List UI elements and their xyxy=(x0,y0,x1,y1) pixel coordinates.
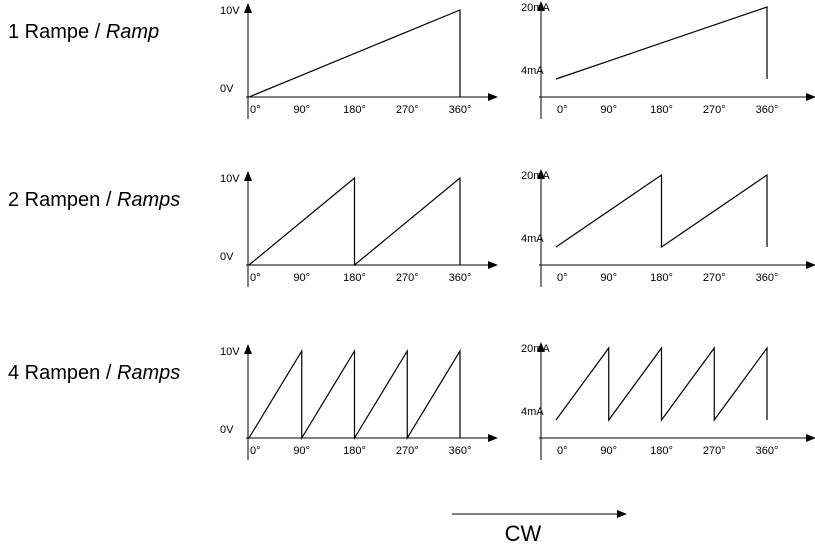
ramp-waveform xyxy=(555,346,768,422)
row-label-italic: Ramps xyxy=(117,362,180,384)
x-tick-label: 360° xyxy=(449,104,472,116)
x-tick-label: 0° xyxy=(250,445,261,457)
x-tick-label: 270° xyxy=(396,445,419,457)
x-tick-label: 180° xyxy=(650,445,673,457)
y-high-label: 10V xyxy=(220,173,240,185)
voltage-panel: 10V 0V 0° 90° 180° 270° 360° xyxy=(220,344,498,460)
row-label: 2 Rampen / Ramps xyxy=(8,189,180,211)
x-tick-label: 360° xyxy=(449,445,472,457)
x-tick-label: 270° xyxy=(396,104,419,116)
x-tick-label: 180° xyxy=(343,445,366,457)
x-tick-label: 180° xyxy=(343,104,366,116)
ramp-waveform xyxy=(555,173,768,249)
ramp-waveform xyxy=(248,9,461,98)
y-low-label: 4mA xyxy=(521,65,544,77)
ramp-waveform xyxy=(248,348,461,441)
x-tick-label: 90° xyxy=(600,272,617,284)
row-label-text: 1 Rampe / xyxy=(8,21,106,43)
current-panel: 20mA 4mA 0° 90° 180° 270° 360° xyxy=(521,169,815,287)
y-low-label: 0V xyxy=(220,251,234,263)
x-tick-label: 90° xyxy=(293,104,310,116)
x-tick-label: 90° xyxy=(293,272,310,284)
y-low-label: 4mA xyxy=(521,233,544,245)
x-tick-label: 0° xyxy=(250,104,261,116)
y-high-label: 20mA xyxy=(521,2,550,14)
x-tick-label: 90° xyxy=(600,445,617,457)
y-low-label: 0V xyxy=(220,424,234,436)
direction-indicator: CW xyxy=(452,510,627,546)
x-tick-label: 180° xyxy=(650,272,673,284)
row-label-italic: Ramps xyxy=(117,189,180,211)
x-tick-label: 360° xyxy=(756,272,779,284)
x-tick-label: 270° xyxy=(703,272,726,284)
x-tick-label: 270° xyxy=(703,104,726,116)
y-low-label: 4mA xyxy=(521,406,544,418)
y-high-label: 10V xyxy=(220,346,240,358)
row-label-italic: Ramp xyxy=(106,21,159,43)
x-tick-label: 360° xyxy=(756,104,779,116)
x-tick-label: 0° xyxy=(557,445,568,457)
row-label-text: 2 Rampen / xyxy=(8,189,117,211)
ramp-waveform xyxy=(555,6,768,80)
x-tick-label: 180° xyxy=(343,272,366,284)
y-low-label: 0V xyxy=(220,83,234,95)
x-tick-label: 270° xyxy=(703,445,726,457)
direction-label: CW xyxy=(505,521,542,546)
x-tick-label: 0° xyxy=(250,272,261,284)
y-high-label: 20mA xyxy=(521,170,550,182)
x-tick-label: 90° xyxy=(293,445,310,457)
x-tick-label: 0° xyxy=(557,272,568,284)
x-tick-label: 270° xyxy=(396,272,419,284)
x-tick-label: 360° xyxy=(756,445,779,457)
ramp-waveform xyxy=(248,176,461,267)
current-panel: 20mA 4mA 0° 90° 180° 270° 360° xyxy=(521,342,815,460)
y-high-label: 20mA xyxy=(521,343,550,355)
x-tick-label: 360° xyxy=(449,272,472,284)
x-tick-label: 0° xyxy=(557,104,568,116)
current-panel: 20mA 4mA 0° 90° 180° 270° 360° xyxy=(521,1,815,119)
x-tick-label: 180° xyxy=(650,104,673,116)
row-label: 4 Rampen / Ramps xyxy=(8,362,180,384)
row-label-text: 4 Rampen / xyxy=(8,362,117,384)
y-high-label: 10V xyxy=(220,5,240,17)
voltage-panel: 10V 0V 0° 90° 180° 270° 360° xyxy=(220,171,498,287)
row-label: 1 Rampe / Ramp xyxy=(8,21,159,43)
x-tick-label: 90° xyxy=(600,104,617,116)
voltage-panel: 10V 0V 0° 90° 180° 270° 360° xyxy=(220,3,498,119)
